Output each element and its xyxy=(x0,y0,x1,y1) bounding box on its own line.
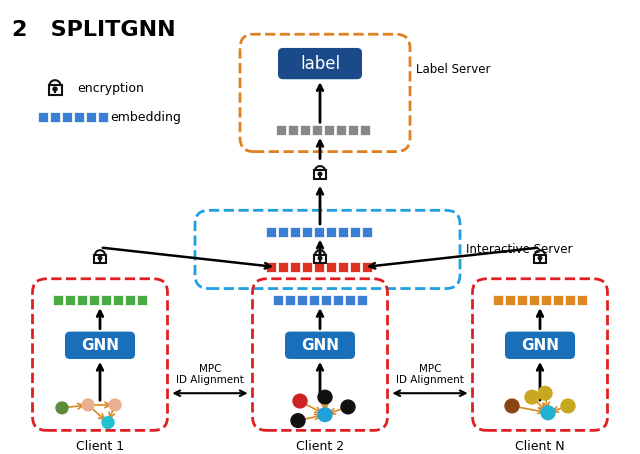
Bar xyxy=(290,227,300,237)
Bar xyxy=(336,125,346,135)
Bar xyxy=(266,262,276,272)
Bar xyxy=(333,296,343,305)
Bar xyxy=(314,262,324,272)
Circle shape xyxy=(291,414,305,428)
Bar xyxy=(50,113,60,122)
Text: MPC
ID Alignment: MPC ID Alignment xyxy=(176,364,244,385)
Bar xyxy=(338,262,348,272)
Bar xyxy=(65,296,75,305)
Bar xyxy=(77,296,87,305)
Bar xyxy=(577,296,587,305)
Bar xyxy=(278,227,288,237)
Bar xyxy=(312,125,322,135)
Text: GNN: GNN xyxy=(521,338,559,353)
Circle shape xyxy=(102,417,114,429)
Circle shape xyxy=(538,386,552,400)
Text: embedding: embedding xyxy=(110,111,181,124)
Bar xyxy=(362,227,372,237)
Circle shape xyxy=(541,406,555,419)
Circle shape xyxy=(53,87,57,91)
FancyBboxPatch shape xyxy=(285,331,355,359)
Bar xyxy=(278,262,288,272)
Bar xyxy=(89,296,99,305)
Bar xyxy=(290,262,300,272)
Text: encryption: encryption xyxy=(77,82,144,94)
Circle shape xyxy=(318,390,332,404)
Bar xyxy=(517,296,527,305)
Text: Client 2: Client 2 xyxy=(296,440,344,453)
Circle shape xyxy=(341,400,355,414)
FancyBboxPatch shape xyxy=(278,48,362,79)
Bar xyxy=(324,125,334,135)
Circle shape xyxy=(293,394,307,408)
Text: Client 1: Client 1 xyxy=(76,440,124,453)
Bar xyxy=(302,262,312,272)
Bar xyxy=(348,125,358,135)
Bar xyxy=(302,227,312,237)
Circle shape xyxy=(56,402,68,414)
Bar xyxy=(266,227,276,237)
Text: 2   SPLITGNN: 2 SPLITGNN xyxy=(12,20,175,39)
Bar xyxy=(534,255,546,263)
Text: GNN: GNN xyxy=(81,338,119,353)
Bar xyxy=(314,171,326,179)
Text: GNN: GNN xyxy=(301,338,339,353)
Bar xyxy=(288,125,298,135)
FancyBboxPatch shape xyxy=(505,331,575,359)
Circle shape xyxy=(538,257,542,260)
Bar xyxy=(529,296,539,305)
Text: Client N: Client N xyxy=(515,440,565,453)
Bar xyxy=(338,227,348,237)
Circle shape xyxy=(318,257,322,260)
Bar xyxy=(314,227,324,237)
FancyBboxPatch shape xyxy=(65,331,135,359)
Circle shape xyxy=(318,408,332,422)
Bar xyxy=(493,296,503,305)
Bar xyxy=(326,262,336,272)
Bar xyxy=(505,296,515,305)
Circle shape xyxy=(561,399,575,413)
Bar xyxy=(357,296,367,305)
Bar xyxy=(137,296,147,305)
Bar xyxy=(125,296,135,305)
Bar xyxy=(285,296,295,305)
Circle shape xyxy=(318,172,322,176)
Bar xyxy=(314,255,326,263)
Bar xyxy=(362,262,372,272)
Circle shape xyxy=(525,390,539,404)
Circle shape xyxy=(82,399,94,411)
Bar xyxy=(297,296,307,305)
Circle shape xyxy=(505,399,519,413)
Bar xyxy=(273,296,283,305)
Bar xyxy=(49,85,61,95)
Bar xyxy=(326,227,336,237)
Bar xyxy=(53,296,63,305)
Bar xyxy=(350,262,360,272)
Bar xyxy=(565,296,575,305)
Bar xyxy=(345,296,355,305)
Bar xyxy=(94,255,106,263)
Bar xyxy=(38,113,48,122)
Bar xyxy=(62,113,72,122)
Bar xyxy=(553,296,563,305)
Bar xyxy=(276,125,286,135)
Text: label: label xyxy=(300,54,340,73)
Bar xyxy=(350,227,360,237)
Text: Interactive Server: Interactive Server xyxy=(466,243,573,256)
Bar xyxy=(360,125,370,135)
Text: MPC
ID Alignment: MPC ID Alignment xyxy=(396,364,464,385)
Bar xyxy=(321,296,331,305)
Text: Label Server: Label Server xyxy=(416,63,490,76)
Circle shape xyxy=(109,399,121,411)
Bar xyxy=(86,113,96,122)
Bar xyxy=(541,296,551,305)
Bar xyxy=(98,113,108,122)
Bar xyxy=(300,125,310,135)
Circle shape xyxy=(98,257,102,260)
Bar xyxy=(101,296,111,305)
Bar xyxy=(309,296,319,305)
Bar xyxy=(74,113,84,122)
Bar xyxy=(113,296,123,305)
